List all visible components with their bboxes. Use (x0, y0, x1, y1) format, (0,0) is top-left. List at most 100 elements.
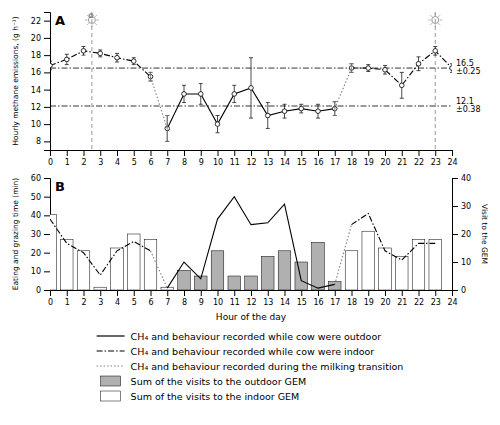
tick-mark (251, 150, 252, 156)
error-bar (232, 85, 236, 102)
tick-label: 5 (132, 298, 137, 307)
error-bar (299, 104, 303, 113)
tick-mark (402, 150, 403, 156)
tick: 16 (31, 68, 50, 77)
error-bar (450, 64, 452, 73)
error-bar (65, 54, 69, 64)
tick-mark (335, 290, 336, 296)
bar (261, 290, 274, 291)
tick-mark (234, 150, 235, 156)
tick-mark (218, 290, 219, 296)
tick-label: 4 (115, 158, 120, 167)
tick: 20 (380, 150, 390, 167)
bar (312, 242, 325, 290)
tick-label: 22 (414, 298, 424, 307)
marker (433, 49, 438, 54)
bar (261, 256, 274, 290)
tick-label: 13 (263, 158, 273, 167)
error-bar (216, 116, 220, 133)
tick: 3 (98, 290, 103, 307)
tick-label: 23 (431, 158, 441, 167)
marker (299, 106, 304, 111)
tick-mark (368, 150, 369, 156)
bar (127, 234, 140, 290)
tick-label: 3 (98, 298, 103, 307)
tick-label: 5 (132, 158, 137, 167)
tick-mark (44, 38, 50, 39)
tick-mark (167, 150, 168, 156)
tick-mark (301, 290, 302, 296)
tick: 23 (431, 150, 441, 167)
marker (282, 109, 287, 114)
marker (64, 57, 69, 62)
tick-mark (151, 290, 152, 296)
tick: 0 (452, 286, 466, 295)
tick: 18 (347, 150, 357, 167)
tick-mark (117, 150, 118, 156)
tick-mark (234, 290, 235, 296)
tick-label: 15 (297, 158, 307, 167)
bar (111, 248, 124, 290)
error-bar (417, 57, 421, 71)
tick: 24 (447, 290, 457, 307)
tick-label: 11 (230, 158, 240, 167)
tick-mark (352, 150, 353, 156)
error-bar (182, 85, 186, 102)
x-axis-label: Hour of the day (216, 312, 287, 322)
tick-label: 21 (397, 158, 407, 167)
legend-item: CH₄ and behaviour recorded while cow wer… (97, 331, 382, 342)
tick-mark (452, 234, 458, 235)
tick: 4 (115, 150, 120, 167)
line (50, 213, 435, 275)
error-bar (366, 65, 370, 72)
line-series (50, 47, 452, 99)
tick-mark (100, 150, 101, 156)
tick: 10 (213, 290, 223, 307)
sun-ray (95, 15, 97, 17)
tick-label: 24 (447, 298, 457, 307)
tick: 30 (452, 202, 471, 211)
legend-item: Sum of the visits to the outdoor GEM (101, 376, 307, 387)
error-bar (50, 61, 52, 70)
sun-ray (435, 13, 436, 16)
tick-mark (184, 290, 185, 296)
bar (412, 240, 425, 290)
tick-label: 17 (330, 158, 340, 167)
bar (178, 290, 191, 291)
line-series (151, 225, 352, 288)
marker (316, 109, 321, 114)
tick: 30 (31, 230, 50, 239)
tick-label: 8 (182, 158, 187, 167)
tick-mark (44, 253, 50, 254)
tick: 15 (297, 150, 307, 167)
tick-label: 0 (48, 158, 53, 167)
bar (228, 290, 241, 291)
tick-mark (134, 150, 135, 156)
bar (295, 262, 308, 290)
sun-ray (440, 20, 443, 21)
tick: 2 (81, 150, 86, 167)
marker (215, 122, 220, 127)
marker (249, 86, 254, 91)
label-line: 16.5 (456, 59, 474, 68)
line (167, 197, 335, 288)
sun-ray (95, 23, 97, 25)
marker (366, 66, 371, 71)
bar (194, 290, 207, 291)
tick-label: 12 (246, 298, 256, 307)
label-line: 12.1 (456, 97, 474, 106)
tick-label: 22 (31, 17, 41, 26)
error-bar (98, 50, 102, 57)
tick-label: 10 (213, 158, 223, 167)
tick: 9 (199, 290, 204, 307)
reference-line (91, 12, 92, 150)
marker (115, 55, 120, 60)
tick-label: 6 (148, 298, 153, 307)
error-bar (333, 102, 337, 116)
error-bar (249, 58, 253, 118)
legend-label: CH₄ and behaviour recorded while cow wer… (131, 331, 382, 342)
tick-label: 2 (81, 298, 86, 307)
sun-icon (85, 13, 99, 27)
bar (312, 290, 325, 291)
legend-swatch (97, 335, 125, 336)
